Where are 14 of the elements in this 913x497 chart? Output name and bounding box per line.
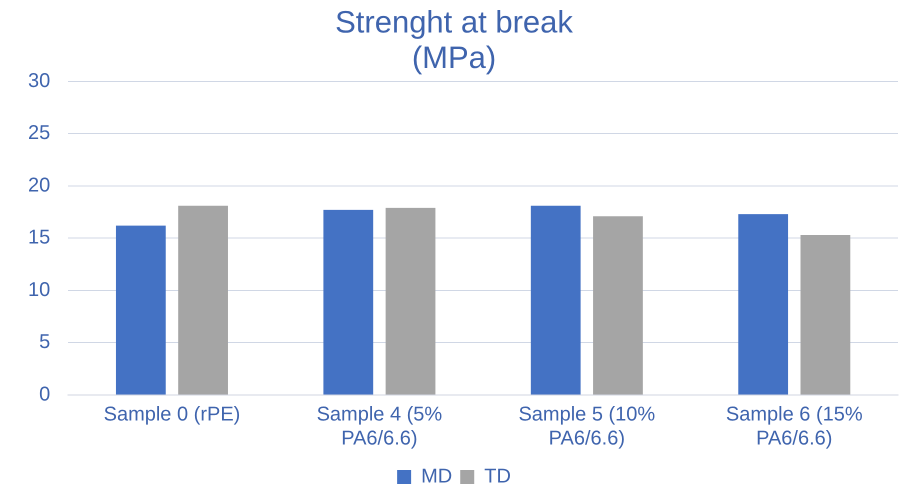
y-tick-label: 5 — [39, 331, 50, 354]
x-tick-label: Sample 6 (15% PA6/6.6) — [726, 404, 863, 450]
chart-title: Strenght at break (MPa) — [335, 4, 574, 76]
y-tick-label: 15 — [28, 226, 50, 249]
legend-label: TD — [484, 466, 511, 488]
x-tick-label: Sample 0 (rPE) — [104, 404, 240, 426]
y-tick-label: 10 — [28, 278, 50, 301]
y-tick-label: 25 — [28, 122, 50, 144]
y-tick-label: 30 — [28, 70, 50, 92]
x-tick-label: Sample 5 (10% PA6/6.6) — [518, 404, 656, 450]
y-tick-label: 0 — [39, 384, 50, 406]
x-tick-label: Sample 4 (5% PA6/6.6) — [316, 404, 442, 450]
y-tick-label: 20 — [28, 174, 50, 196]
legend-label: MD — [421, 466, 452, 488]
